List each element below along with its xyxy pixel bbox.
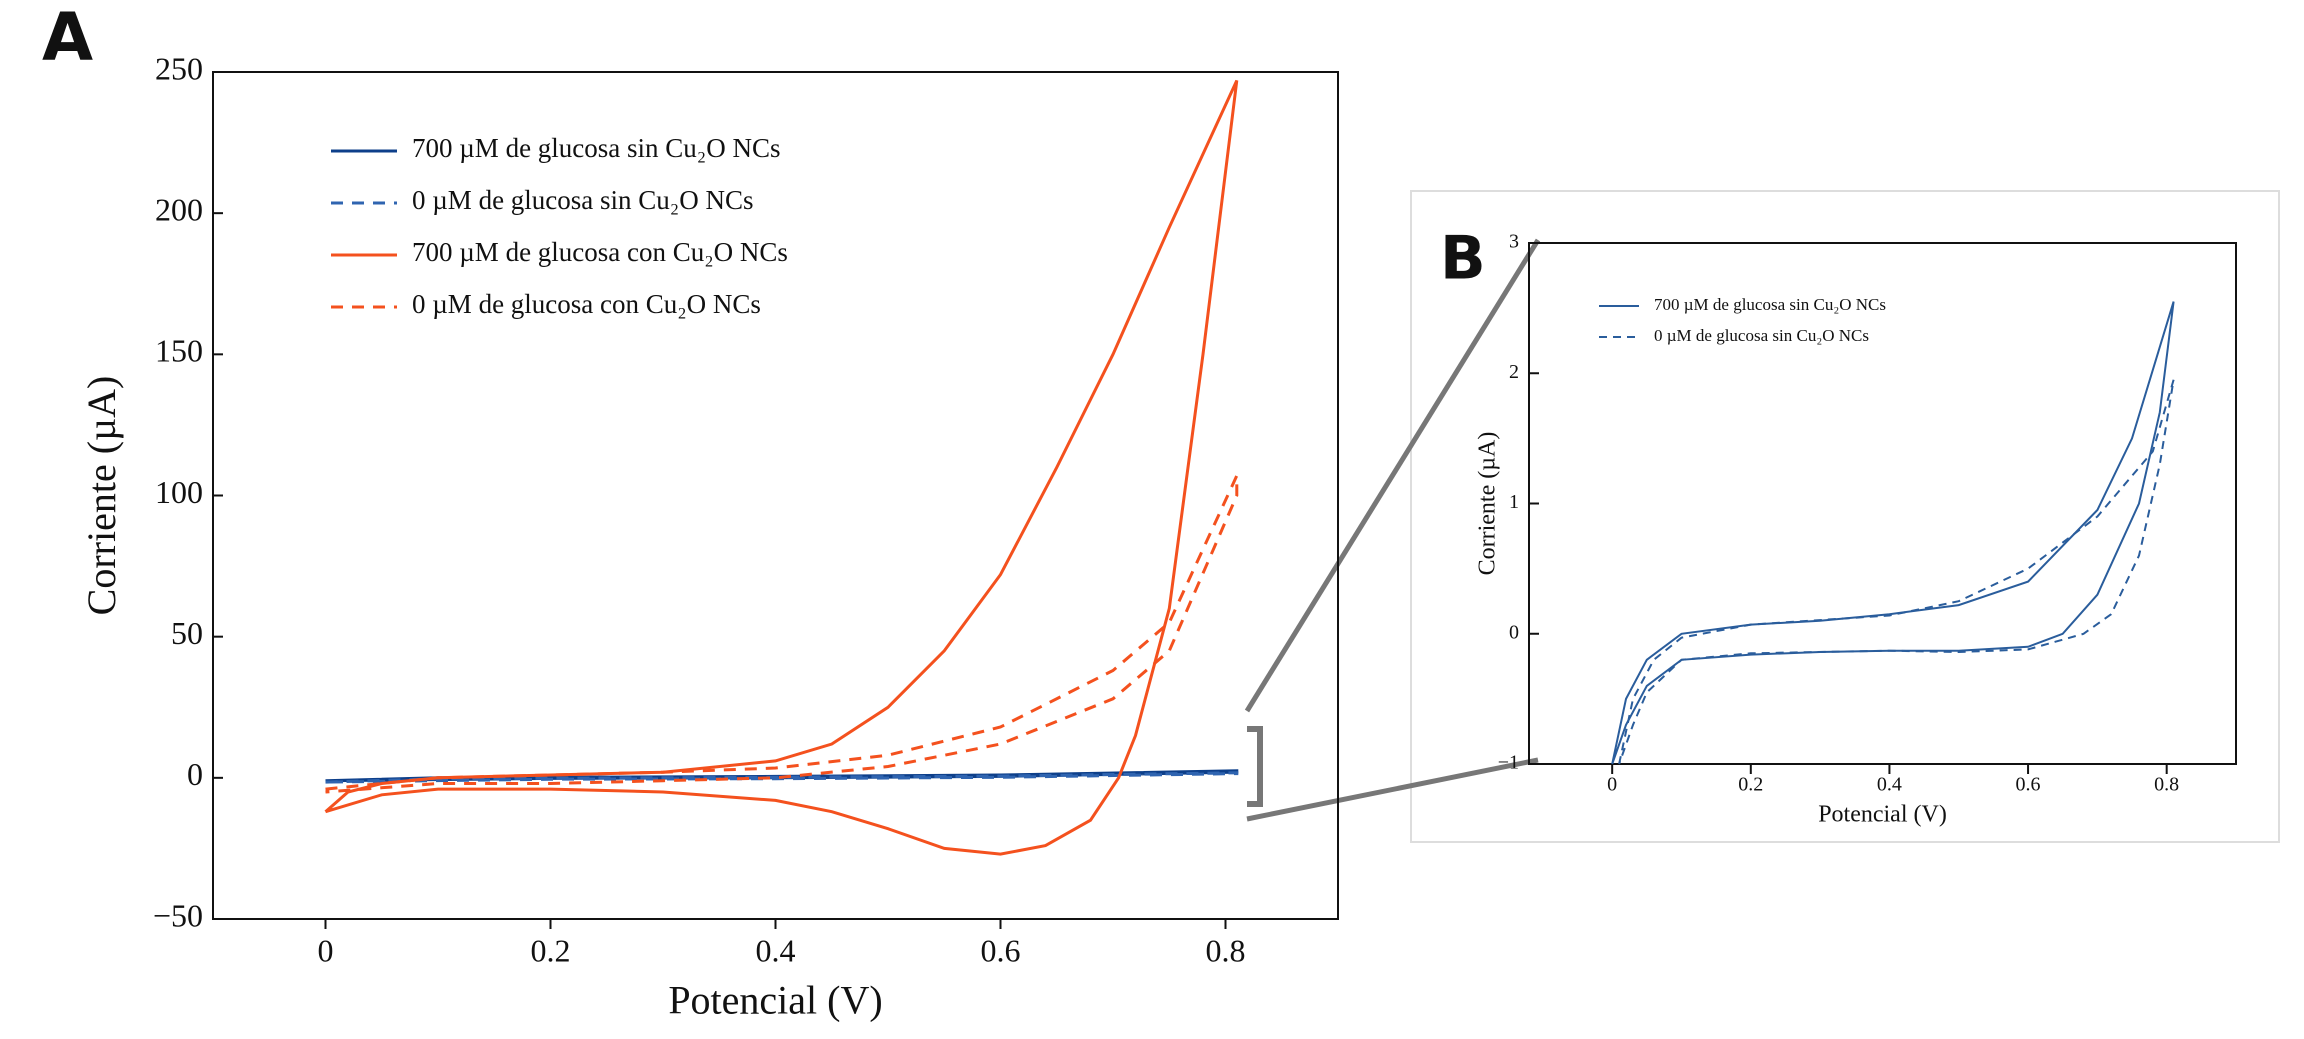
plot-frame	[212, 71, 1339, 920]
legend-label: 0 µM de glucosa sin Cu₂O NCs	[412, 185, 753, 215]
y-tick-label: 250	[155, 50, 203, 86]
zoom-bracket	[1247, 726, 1263, 807]
x-tick-label: 0.2	[1738, 774, 1763, 796]
y-tick-label: 200	[155, 192, 203, 228]
x-axis-label: Potencial (V)	[1818, 802, 1947, 828]
legend-label: 0 µM de glucosa con Cu₂O NCs	[412, 289, 761, 319]
zoom-connector	[1244, 238, 1541, 713]
y-tick-label: 150	[155, 333, 203, 369]
zoom-connector	[1246, 757, 1539, 822]
x-tick-label: 0.8	[2154, 774, 2179, 796]
x-tick-label: 0.6	[2016, 774, 2041, 796]
y-tick-label: 50	[171, 615, 203, 651]
y-axis-label: Corriente (µA)	[79, 376, 124, 616]
x-axis-label: Potencial (V)	[668, 977, 882, 1022]
x-tick-label: 0.6	[981, 933, 1021, 969]
y-tick-label: 3	[1509, 231, 1519, 253]
legend-label: 700 µM de glucosa sin Cu₂O NCs	[412, 133, 780, 163]
x-tick-label: 0	[318, 933, 334, 969]
y-tick-label: 100	[155, 474, 203, 510]
panel-label: A	[42, 0, 93, 76]
panel-label: B	[1440, 224, 1486, 294]
legend-label: 700 µM de glucosa sin Cu₂O NCs	[1654, 295, 1886, 314]
x-tick-label: 0.8	[1206, 933, 1246, 969]
data-line	[325, 475, 1239, 794]
y-axis-label: Corriente (µA)	[1475, 432, 1501, 576]
data-line	[325, 771, 1239, 784]
data-line	[1618, 379, 2175, 765]
legend-label: 700 µM de glucosa con Cu₂O NCs	[412, 237, 788, 267]
x-tick-label: 0.4	[756, 933, 796, 969]
y-tick-label: −1	[1498, 752, 1519, 774]
y-tick-label: 0	[187, 756, 203, 792]
x-tick-label: 0.2	[531, 933, 571, 969]
y-tick-label: 0	[1509, 621, 1519, 643]
x-tick-label: 0	[1607, 774, 1617, 796]
legend-label: 0 µM de glucosa sin Cu₂O NCs	[1654, 326, 1869, 345]
y-tick-label: −50	[153, 897, 203, 933]
y-tick-label: 1	[1509, 491, 1519, 513]
inset-frame	[1410, 190, 2280, 843]
x-tick-label: 0.4	[1877, 774, 1902, 796]
y-tick-label: 2	[1509, 361, 1519, 383]
